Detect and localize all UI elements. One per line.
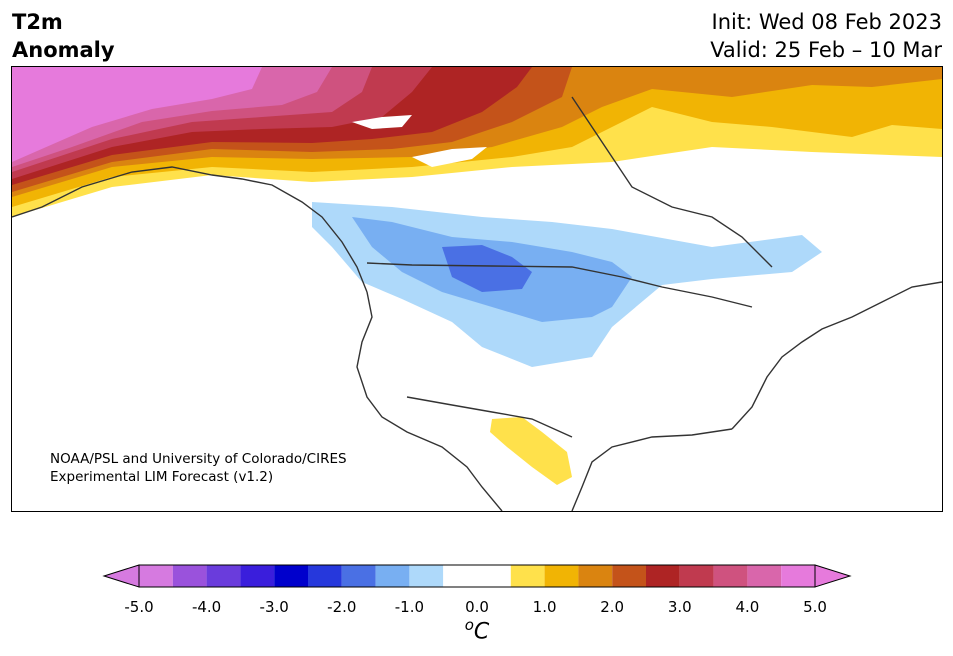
map-title: T2m Anomaly <box>12 8 115 64</box>
credit-text: NOAA/PSL and University of Colorado/CIRE… <box>50 450 347 486</box>
colorbar-bins <box>139 565 815 587</box>
forecast-dates: Init: Wed 08 Feb 2023 Valid: 25 Feb – 10… <box>710 8 942 64</box>
colorbar-bin <box>679 565 714 587</box>
colorbar-bin <box>409 565 444 587</box>
colorbar-tick-label: 3.0 <box>667 598 692 616</box>
warm-anomaly-region <box>12 67 942 217</box>
lake-gap-1 <box>352 115 412 129</box>
lake-gap-2 <box>412 147 487 167</box>
colorbar-bin <box>308 565 342 587</box>
colorbar-tick-label: 4.0 <box>735 598 760 616</box>
valid-date: Valid: 25 Feb – 10 Mar <box>710 38 942 62</box>
colorbar-bin <box>240 565 275 587</box>
colorbar <box>102 564 852 588</box>
pacific-coast <box>356 291 503 511</box>
unit-letter: C <box>473 619 490 645</box>
credit-line-2: Experimental LIM Forecast (v1.2) <box>50 469 274 485</box>
alaska-coast <box>12 166 368 293</box>
init-date: Init: Wed 08 Feb 2023 <box>711 10 942 34</box>
colorbar-bin <box>646 565 680 587</box>
colorbar-tick-label: -3.0 <box>259 598 289 616</box>
cool-anomaly-region <box>312 202 822 367</box>
colorbar-tick-label: 5.0 <box>803 598 827 616</box>
colorbar-bin <box>713 565 748 587</box>
us-canada-border <box>366 262 753 308</box>
us-mexico-border <box>406 396 573 438</box>
colorbar-over-arrow <box>814 564 852 588</box>
anomaly-mexico-yellow <box>490 417 572 485</box>
colorbar-tick-label: -2.0 <box>327 598 357 616</box>
colorbar-bin <box>206 565 241 587</box>
colorbar-bin <box>172 565 207 587</box>
anomaly-map: NOAA/PSL and University of Colorado/CIRE… <box>11 66 943 512</box>
colorbar-outline <box>138 564 816 588</box>
colorbar-bin <box>139 565 173 587</box>
credit-line-1: NOAA/PSL and University of Colorado/CIRE… <box>50 451 347 467</box>
colorbar-bin <box>612 565 646 587</box>
colorbar-tick-label: -4.0 <box>191 598 222 616</box>
atlantic-coast <box>731 281 942 430</box>
colorbar-tick-label: -1.0 <box>394 598 425 616</box>
degree-symbol: o <box>464 616 474 634</box>
colorbar-bin <box>341 565 376 587</box>
title-line-2: Anomaly <box>12 38 115 62</box>
colorbar-tick-label: 2.0 <box>600 598 625 616</box>
title-line-1: T2m <box>12 10 63 34</box>
colorbar-bin <box>578 565 613 587</box>
gulf-coast <box>571 428 733 511</box>
hudson-bay-coast <box>571 96 773 268</box>
colorbar-bin <box>747 565 782 587</box>
coastlines <box>12 96 942 511</box>
colorbar-bin <box>781 565 815 587</box>
colorbar-tick-label: 1.0 <box>532 598 557 616</box>
colorbar-bin <box>274 565 308 587</box>
colorbar-tick-label: -5.0 <box>124 598 154 616</box>
colorbar-bin <box>443 565 511 587</box>
map-svg <box>12 67 942 511</box>
anomaly-blue-core <box>442 245 532 292</box>
colorbar-under-arrow <box>102 564 140 588</box>
colorbar-bin <box>375 565 410 587</box>
colorbar-bin <box>510 565 545 587</box>
colorbar-bin <box>544 565 579 587</box>
colorbar-unit: oC <box>455 616 499 644</box>
anomaly-pink-core <box>12 67 262 162</box>
colorbar-tick-label: 0.0 <box>465 598 489 616</box>
